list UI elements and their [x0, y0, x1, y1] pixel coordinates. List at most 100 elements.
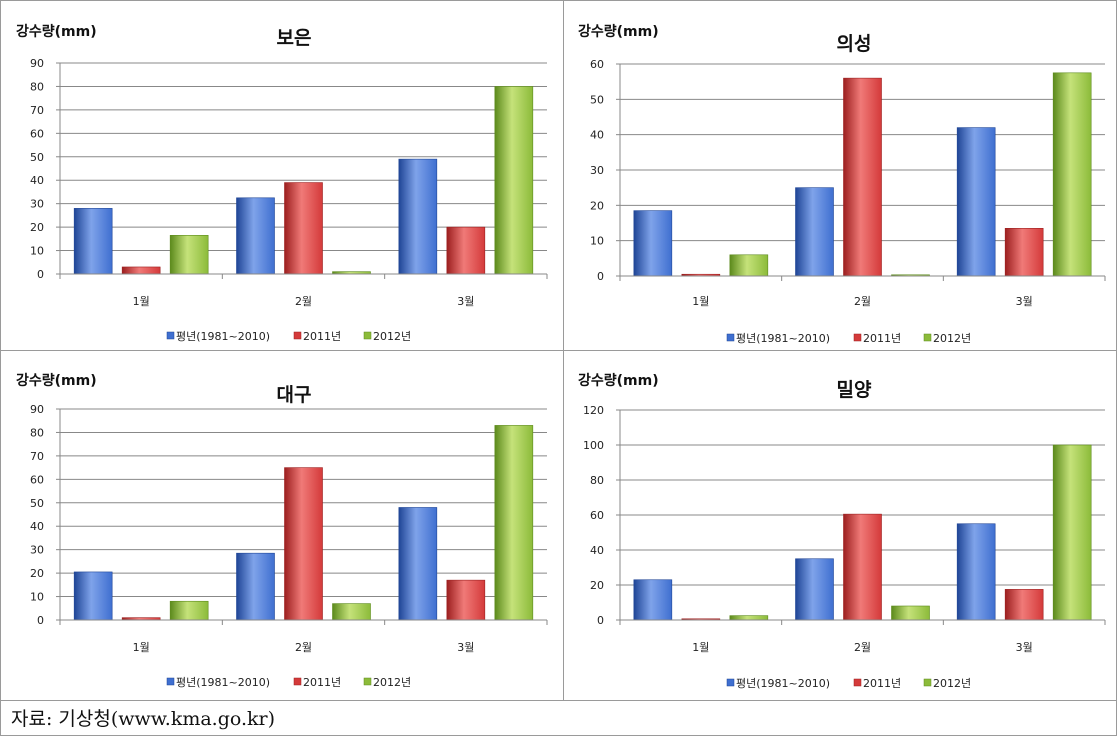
y-tick-label: 80	[30, 80, 44, 93]
y-tick-label: 40	[30, 174, 44, 187]
y-tick-label: 90	[30, 403, 44, 416]
bar-2월-series-0	[236, 197, 275, 275]
bar-1월-series-0	[73, 571, 113, 621]
y-tick-label: 80	[590, 474, 604, 487]
bar-2월-series-1	[284, 182, 323, 275]
bar-1월-series-0	[73, 208, 113, 275]
legend-label-0: 평년(1981~2010)	[736, 332, 830, 345]
legend-swatch-1	[853, 333, 862, 342]
bar-1월-series-0	[633, 210, 673, 277]
bar-2월-series-1	[284, 467, 323, 621]
chart-boeun: 강수량(mm) 보은 0 10 20 30 40 50 60 70 80 90 1월 2월 3월 평년(198…	[2, 2, 563, 349]
y-tick-label: 50	[30, 151, 44, 164]
legend-label-2: 2012년	[933, 332, 971, 345]
legend-swatch-0	[166, 677, 175, 686]
divider-horizontal-middle	[1, 350, 1116, 351]
bar-3월-series-2	[494, 86, 534, 275]
chart-uiseong: 강수량(mm) 의성 0 10 20 30 40 50 60 1월 2월 3월 평년(1981~2010…	[564, 2, 1116, 349]
y-tick-label: 0	[597, 614, 604, 627]
chart-title: 의성	[837, 33, 872, 55]
bar-3월-series-1	[1004, 228, 1044, 277]
legend-label-2: 2012년	[373, 330, 411, 343]
y-tick-label: 50	[30, 497, 44, 510]
bar-3월-series-1	[446, 226, 486, 275]
chart-title: 밀양	[837, 379, 872, 401]
y-tick-label: 70	[30, 450, 44, 463]
divider-horizontal-footer	[1, 700, 1116, 701]
y-axis-label: 강수량(mm)	[578, 372, 659, 389]
bar-1월-series-2	[729, 254, 769, 277]
bar-3월-series-2	[1052, 444, 1092, 621]
chart-title: 보은	[277, 27, 312, 49]
y-tick-label: 30	[30, 544, 44, 557]
x-category-label: 2월	[854, 641, 871, 654]
legend-label-1: 2011년	[863, 677, 901, 690]
x-category-label: 3월	[457, 641, 474, 654]
y-tick-label: 10	[30, 245, 44, 258]
legend-label-0: 평년(1981~2010)	[176, 330, 270, 343]
chart-uiseong-svg: 강수량(mm) 의성 0 10 20 30 40 50 60 1월 2월 3월평년(1981~2010…	[578, 23, 1106, 345]
bar-3월-series-0	[398, 158, 438, 275]
y-tick-label: 10	[30, 591, 44, 604]
legend-label-1: 2011년	[303, 330, 341, 343]
chart-miryang-svg: 강수량(mm) 밀양 0 20 40 60 80 100 120 1월 2월 3월평년(1981~20…	[578, 372, 1106, 690]
legend-swatch-0	[726, 678, 735, 687]
y-tick-label: 100	[583, 439, 604, 452]
y-tick-label: 60	[30, 473, 44, 486]
bar-3월-series-0	[956, 127, 996, 277]
bar-1월-series-2	[169, 235, 209, 275]
legend-label-0: 평년(1981~2010)	[176, 676, 270, 689]
y-tick-label: 70	[30, 104, 44, 117]
bar-2월-series-1	[843, 77, 882, 277]
y-tick-label: 20	[590, 579, 604, 592]
x-category-label: 3월	[457, 295, 474, 308]
bar-2월-series-2	[891, 605, 930, 621]
bar-1월-series-2	[169, 600, 209, 621]
y-tick-label: 80	[30, 426, 44, 439]
chart-miryang: 강수량(mm) 밀양 0 20 40 60 80 100 120 1월 2월 3월 평년(1981~20…	[564, 351, 1116, 700]
chart-daegu-svg: 강수량(mm) 대구 0 10 20 30 40 50 60 70 80 90 1월 2월 3월평년(198…	[16, 372, 548, 689]
y-tick-label: 20	[30, 567, 44, 580]
legend-swatch-2	[363, 677, 372, 686]
bar-1월-series-1	[121, 266, 161, 275]
legend-swatch-0	[726, 333, 735, 342]
y-tick-label: 40	[590, 544, 604, 557]
bar-1월-series-0	[633, 579, 673, 621]
legend-label-0: 평년(1981~2010)	[736, 677, 830, 690]
bar-3월-series-1	[1004, 589, 1044, 621]
y-axis-label: 강수량(mm)	[16, 23, 97, 40]
y-tick-label: 40	[30, 520, 44, 533]
y-tick-label: 0	[597, 270, 604, 283]
y-tick-label: 120	[583, 404, 604, 417]
source-note: 자료: 기상청(www.kma.go.kr)	[11, 708, 276, 730]
y-tick-label: 60	[590, 509, 604, 522]
y-tick-label: 10	[590, 235, 604, 248]
x-category-label: 2월	[295, 641, 312, 654]
legend-swatch-2	[923, 333, 932, 342]
x-category-label: 1월	[133, 295, 150, 308]
legend-label-2: 2012년	[933, 677, 971, 690]
legend-label-1: 2011년	[863, 332, 901, 345]
bar-3월-series-0	[398, 507, 438, 621]
bar-2월-series-0	[795, 187, 834, 277]
y-tick-label: 40	[590, 129, 604, 142]
y-tick-label: 30	[590, 164, 604, 177]
bar-2월-series-0	[795, 558, 834, 621]
bar-3월-series-0	[956, 523, 996, 621]
bar-2월-series-0	[236, 552, 275, 621]
y-axis-label: 강수량(mm)	[578, 23, 659, 40]
bar-3월-series-2	[494, 425, 534, 621]
bar-1월-series-2	[729, 615, 769, 621]
y-tick-label: 0	[37, 268, 44, 281]
legend-label-2: 2012년	[373, 676, 411, 689]
legend-label-1: 2011년	[303, 676, 341, 689]
legend-swatch-0	[166, 331, 175, 340]
bar-2월-series-1	[843, 513, 882, 621]
x-category-label: 2월	[854, 295, 871, 308]
legend-swatch-1	[293, 677, 302, 686]
x-category-label: 3월	[1016, 295, 1033, 308]
y-tick-label: 0	[37, 614, 44, 627]
chart-boeun-svg: 강수량(mm) 보은 0 10 20 30 40 50 60 70 80 90 1월 2월 3월평년(198…	[16, 23, 548, 343]
x-category-label: 1월	[692, 641, 709, 654]
